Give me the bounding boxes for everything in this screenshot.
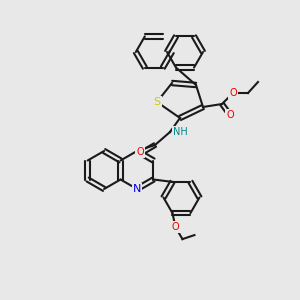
Text: O: O [226, 110, 234, 120]
Text: NH: NH [173, 127, 188, 137]
Text: O: O [229, 88, 237, 98]
Text: O: O [136, 147, 144, 157]
Text: N: N [133, 184, 141, 194]
Text: S: S [153, 97, 161, 107]
Text: O: O [172, 222, 179, 232]
